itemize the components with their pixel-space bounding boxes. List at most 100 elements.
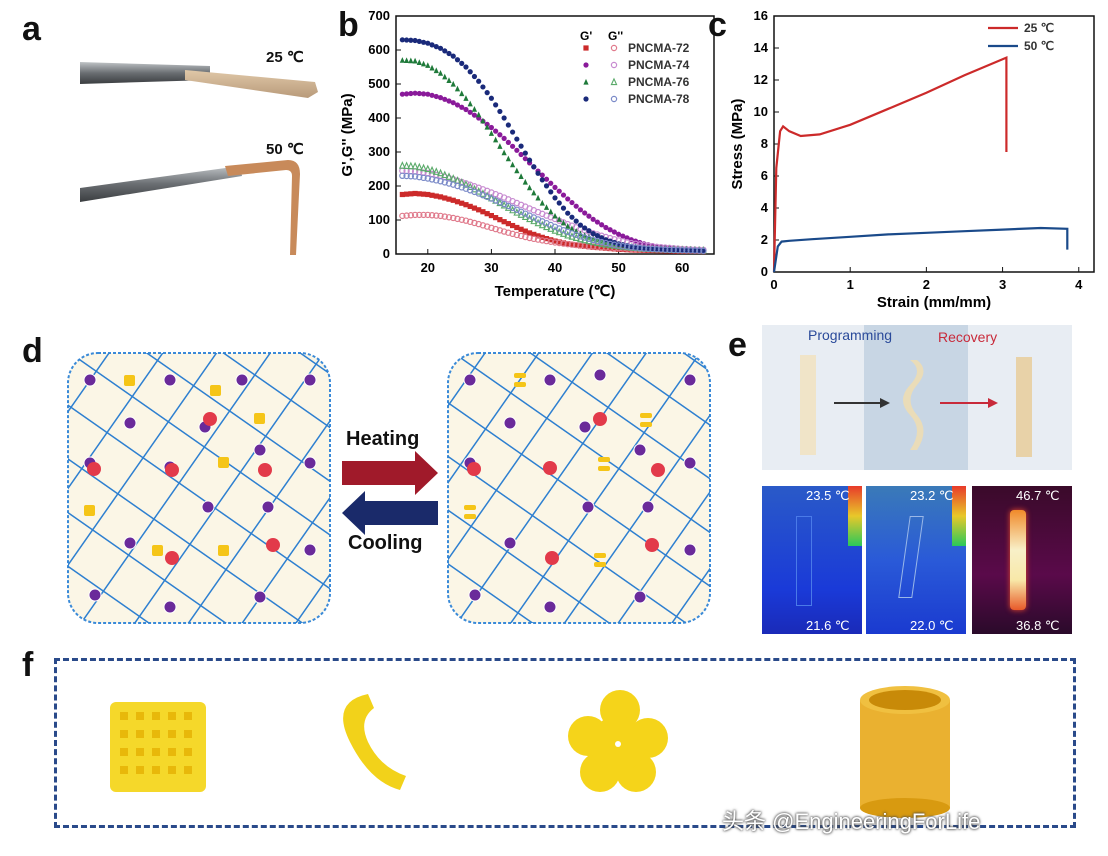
- data-point: [463, 202, 469, 208]
- legend-header-gdoubleprime: G'': [608, 29, 623, 43]
- panel-a-photo: [60, 40, 330, 280]
- data-point: [437, 178, 444, 185]
- data-point: [615, 242, 622, 249]
- data-point: [450, 197, 456, 203]
- data-point: [488, 124, 494, 131]
- data-point: [594, 237, 601, 245]
- y-tick-label: 200: [368, 178, 390, 193]
- data-point: [437, 45, 444, 51]
- ir3-max-temp: 46.7 ℃: [1016, 488, 1060, 503]
- series-pncma-78-loss: [399, 172, 707, 255]
- strip-25c: [185, 70, 318, 98]
- data-point: [564, 230, 572, 239]
- data-point: [442, 195, 448, 201]
- data-point: [467, 109, 473, 115]
- watermark: 头条 @EngineeringForLife: [722, 809, 981, 834]
- data-point: [408, 37, 414, 43]
- ir1-min-temp: 21.6 ℃: [806, 618, 850, 633]
- data-point: [556, 200, 562, 206]
- data-point: [467, 203, 473, 209]
- data-point: [441, 170, 449, 179]
- data-point: [611, 229, 617, 235]
- data-point: [420, 191, 427, 197]
- data-point: [496, 227, 504, 234]
- data-point: [543, 237, 550, 245]
- data-point: [463, 95, 469, 101]
- data-point: [462, 217, 470, 224]
- data-point: [416, 173, 423, 181]
- data-point: [620, 233, 626, 239]
- data-point: [501, 149, 507, 156]
- data-point: [466, 218, 474, 226]
- y-axis-label: G',G'' (MPa): [339, 93, 356, 176]
- network-schematic: [67, 352, 711, 624]
- data-point: [513, 231, 521, 239]
- legend: G' G'' PNCMA-72 PNCMA-74 PNCMA-76 PNCMA-78: [580, 29, 690, 106]
- y-tick-label: 2: [761, 232, 768, 247]
- legend-marker: [583, 78, 589, 85]
- data-point: [445, 180, 453, 187]
- data-point: [466, 182, 474, 191]
- data-point: [518, 143, 524, 149]
- data-point: [433, 44, 439, 50]
- data-point: [445, 172, 453, 180]
- data-point: [594, 244, 600, 251]
- data-point: [556, 239, 563, 247]
- network-heated: [447, 352, 711, 624]
- data-point: [425, 62, 431, 68]
- data-point: [632, 244, 639, 251]
- flower-shape: [568, 690, 668, 792]
- data-point: [493, 136, 499, 143]
- data-point: [420, 91, 427, 97]
- data-point: [505, 155, 511, 162]
- data-point: [424, 164, 432, 173]
- data-point: [691, 247, 699, 254]
- data-point: [420, 39, 427, 45]
- data-point: [599, 245, 605, 251]
- data-point: [526, 234, 533, 242]
- data-point: [623, 243, 631, 250]
- data-point: [500, 228, 508, 235]
- data-point: [433, 177, 440, 184]
- data-point: [471, 219, 478, 227]
- data-point: [416, 211, 423, 219]
- data-point: [522, 228, 528, 234]
- data-point: [552, 212, 558, 219]
- data-point: [590, 216, 596, 222]
- y-tick-label: 300: [368, 144, 390, 159]
- data-point: [530, 235, 537, 243]
- data-point: [636, 244, 643, 252]
- data-point: [471, 112, 478, 118]
- data-point: [433, 93, 439, 100]
- legend-entry: PNCMA-78: [628, 92, 690, 106]
- data-point: [556, 239, 562, 245]
- legend-header-gprime: G': [580, 29, 592, 43]
- plot-frame: [773, 15, 1095, 273]
- legend: 25 ℃ 50 ℃: [988, 21, 1054, 53]
- data-point: [510, 222, 516, 229]
- data-point: [480, 117, 486, 124]
- data-point: [543, 204, 550, 210]
- legend-entry: 25 ℃: [1024, 21, 1054, 35]
- data-point: [518, 151, 524, 158]
- data-point: [599, 235, 605, 241]
- data-point: [551, 226, 559, 234]
- data-point: [441, 213, 448, 220]
- data-point: [607, 245, 613, 252]
- data-point: [645, 245, 652, 252]
- data-point: [534, 236, 542, 243]
- data-point: [446, 98, 452, 104]
- data-point: [577, 242, 584, 249]
- data-point: [589, 243, 597, 250]
- sample-twisted: [903, 360, 924, 450]
- data-point: [582, 210, 588, 216]
- data-point: [416, 90, 422, 97]
- data-point: [497, 108, 503, 115]
- lattice-shape: [110, 702, 206, 792]
- data-point: [476, 111, 482, 118]
- x-tick-label: 1: [847, 277, 854, 292]
- data-point: [463, 106, 469, 113]
- y-tick-label: 6: [761, 168, 768, 183]
- data-point: [555, 227, 563, 236]
- data-point: [577, 207, 584, 213]
